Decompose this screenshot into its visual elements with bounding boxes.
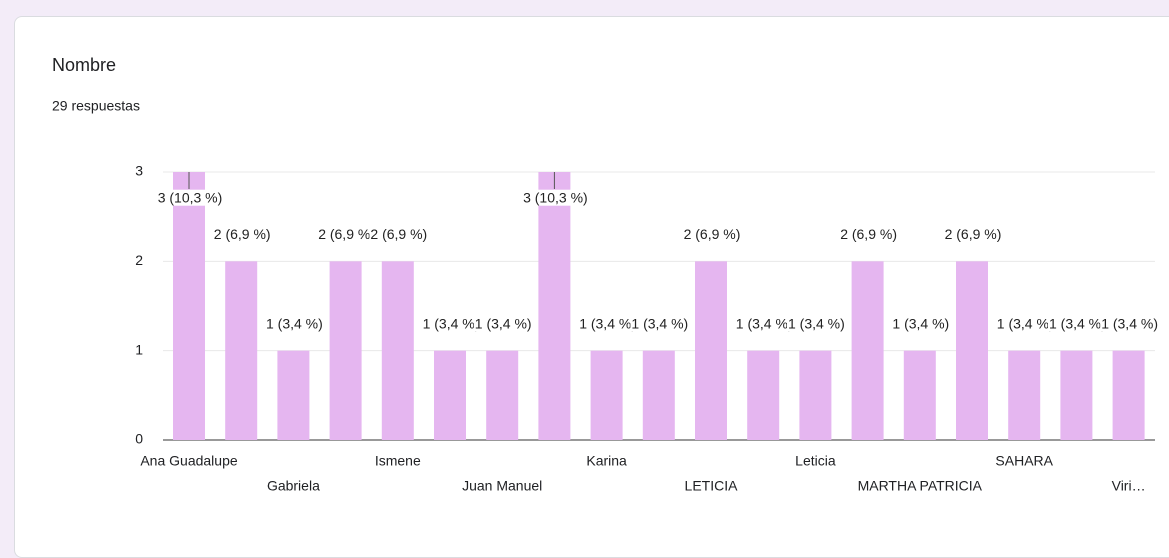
data-label: 1 (3,4 %) [475,315,532,331]
data-label: 2 (6,9 %) [370,226,427,242]
bar [434,350,466,440]
label-bg [369,226,429,243]
data-label: 1 (3,4 %) [1049,315,1106,331]
bar [1008,350,1041,440]
label-bg [578,315,638,332]
y-tick-label: 2 [135,252,143,268]
data-label: 1 (3,4 %) [423,315,480,331]
x-tick-label: Gabriela [267,478,320,494]
label-bg [630,315,690,332]
label-bg [317,226,377,243]
label-bg [264,315,324,332]
bar [590,350,623,440]
x-tick-label: Ana Guadalupe [140,453,238,469]
data-label: 3 (10,3 %) [523,190,588,206]
data-label: 1 (3,4 %) [736,315,793,331]
bar [1060,350,1093,440]
bar [277,350,310,440]
bar [695,261,727,440]
data-label: 1 (3,4 %) [892,315,949,331]
bar [747,350,780,440]
data-label: 2 (6,9 %) [840,226,897,242]
x-tick-label: Leticia [795,453,836,469]
x-tick-label: SAHARA [995,453,1053,469]
y-tick-label: 3 [135,163,143,179]
subtitle: 29 respuestas [52,98,140,114]
bar [799,350,832,440]
label-bg [421,315,481,332]
label-bg [1047,315,1107,332]
bar [1112,350,1145,440]
label-bg [839,226,899,243]
data-label: 1 (3,4 %) [997,315,1054,331]
data-label: 1 (3,4 %) [579,315,636,331]
data-label: 2 (6,9 %) [945,226,1002,242]
label-bg [734,315,794,332]
bar [956,261,988,440]
bar [486,350,519,440]
label-bg [682,226,742,243]
bar [329,261,362,440]
label-bg [1100,315,1160,332]
x-tick-label: Karina [586,453,627,469]
bar [173,172,205,440]
bar [381,261,414,440]
label-bg [943,226,1003,243]
y-tick-label: 0 [135,431,143,447]
data-label: 1 (3,4 %) [631,315,688,331]
x-tick-label: Ismene [375,453,421,469]
x-tick-label: Viri… [1112,478,1146,494]
data-label: 1 (3,4 %) [266,315,323,331]
x-tick-label: Juan Manuel [462,478,542,494]
label-bg [212,226,272,243]
bar [903,350,936,440]
bar [225,261,258,440]
data-label: 2 (6,9 %) [318,226,375,242]
y-tick-label: 1 [135,341,143,357]
label-bg [786,315,846,332]
data-label: 2 (6,9 %) [684,226,741,242]
label-bg [891,315,951,332]
bar [538,172,571,440]
data-label: 1 (3,4 %) [1101,315,1158,331]
x-tick-label: MARTHA PATRICIA [858,478,983,494]
label-bg [156,189,224,206]
label-bg [995,315,1055,332]
bar [851,261,884,440]
label-bg [522,189,589,206]
data-label: 3 (10,3 %) [158,190,223,206]
data-label: 1 (3,4 %) [788,315,845,331]
x-tick-label: LETICIA [685,478,739,494]
data-label: 2 (6,9 %) [214,226,271,242]
label-bg [473,315,533,332]
bar [642,350,675,440]
chart-title: Nombre [52,55,116,75]
